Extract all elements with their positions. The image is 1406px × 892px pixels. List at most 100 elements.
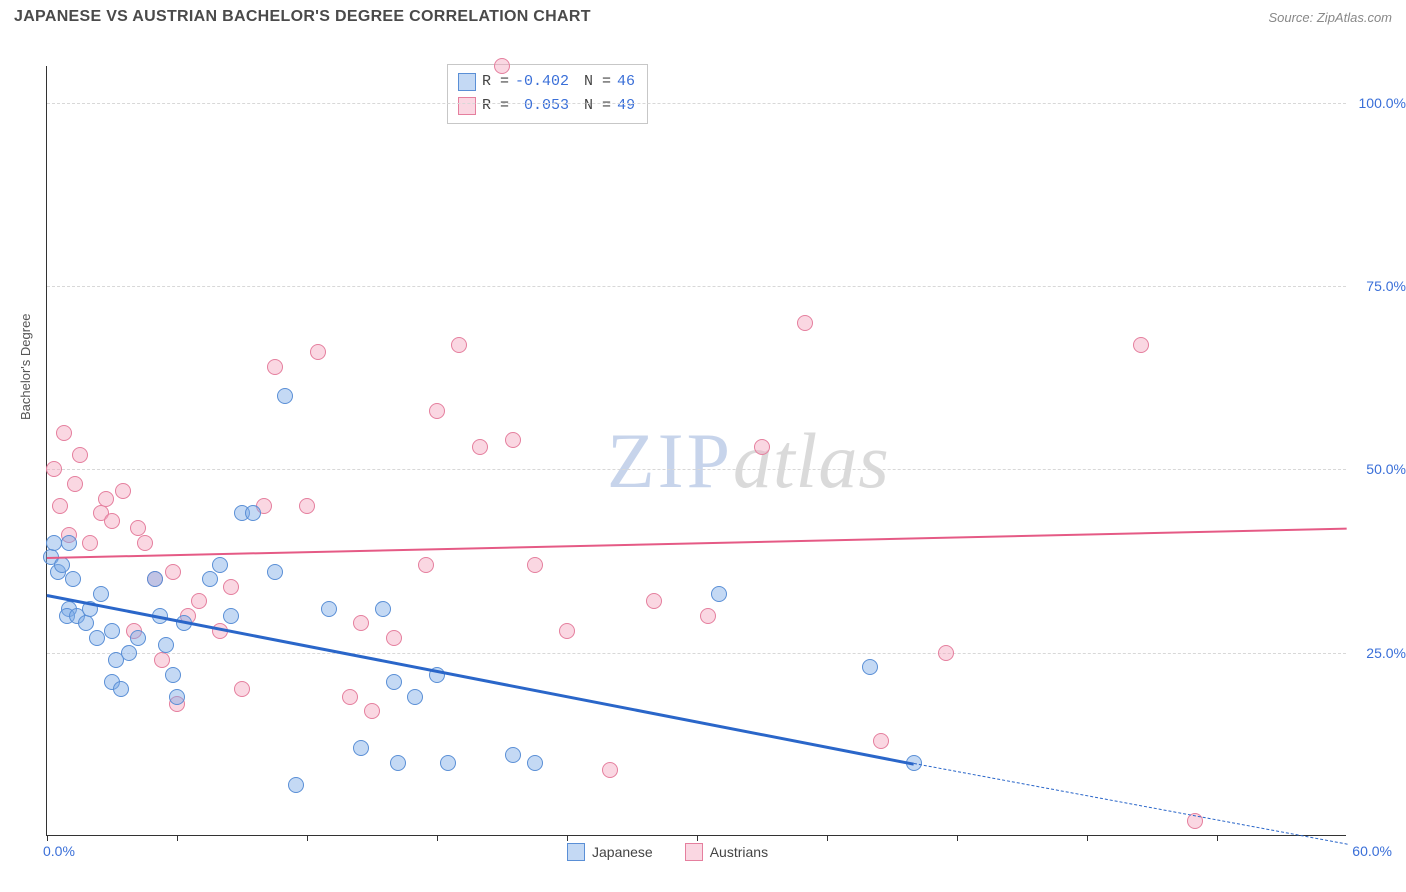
stats-row-japanese: R = -0.402 N = 46 <box>458 70 635 94</box>
x-tick <box>177 835 178 841</box>
chart-source: Source: ZipAtlas.com <box>1268 10 1392 25</box>
legend-item-japanese: Japanese <box>567 843 653 861</box>
point-japanese <box>353 740 369 756</box>
watermark-zip: ZIP <box>607 417 733 504</box>
point-austrians <box>700 608 716 624</box>
point-austrians <box>267 359 283 375</box>
stats-row-austrians: R = 0.053 N = 49 <box>458 94 635 118</box>
point-austrians <box>72 447 88 463</box>
point-austrians <box>938 645 954 661</box>
stats-n-label: N = <box>575 94 611 118</box>
point-japanese <box>158 637 174 653</box>
point-japanese <box>165 667 181 683</box>
point-austrians <box>82 535 98 551</box>
y-axis-label: Bachelor's Degree <box>18 313 33 420</box>
x-axis-origin-label: 0.0% <box>43 843 75 859</box>
point-japanese <box>440 755 456 771</box>
point-austrians <box>527 557 543 573</box>
point-japanese <box>46 535 62 551</box>
point-austrians <box>56 425 72 441</box>
stats-r-value-austrians: 0.053 <box>515 94 569 118</box>
point-austrians <box>310 344 326 360</box>
stats-r-label: R = <box>482 94 509 118</box>
point-japanese <box>245 505 261 521</box>
point-japanese <box>121 645 137 661</box>
point-japanese <box>288 777 304 793</box>
x-tick <box>567 835 568 841</box>
gridline-h <box>47 103 1346 104</box>
scatter-chart: ZIPatlas R = -0.402 N = 46 R = 0.053 N =… <box>46 66 1346 836</box>
point-austrians <box>353 615 369 631</box>
point-austrians <box>873 733 889 749</box>
watermark: ZIPatlas <box>607 416 890 506</box>
legend-item-austrians: Austrians <box>685 843 768 861</box>
point-japanese <box>407 689 423 705</box>
point-japanese <box>93 586 109 602</box>
stats-n-value-austrians: 49 <box>617 94 635 118</box>
y-tick-label: 25.0% <box>1366 645 1406 661</box>
point-austrians <box>646 593 662 609</box>
point-austrians <box>797 315 813 331</box>
point-austrians <box>754 439 770 455</box>
point-austrians <box>234 681 250 697</box>
trendline-austrians <box>47 528 1347 559</box>
point-austrians <box>191 593 207 609</box>
swatch-japanese <box>458 73 476 91</box>
x-tick <box>957 835 958 841</box>
point-austrians <box>364 703 380 719</box>
point-austrians <box>1133 337 1149 353</box>
point-japanese <box>61 535 77 551</box>
point-japanese <box>212 557 228 573</box>
point-japanese <box>89 630 105 646</box>
legend-label-austrians: Austrians <box>710 844 768 860</box>
x-tick <box>437 835 438 841</box>
point-austrians <box>505 432 521 448</box>
point-japanese <box>169 689 185 705</box>
point-austrians <box>115 483 131 499</box>
point-japanese <box>65 571 81 587</box>
point-austrians <box>137 535 153 551</box>
y-tick-label: 100.0% <box>1359 95 1406 111</box>
bottom-legend: Japanese Austrians <box>567 843 768 861</box>
stats-n-value-japanese: 46 <box>617 70 635 94</box>
point-japanese <box>147 571 163 587</box>
point-japanese <box>375 601 391 617</box>
point-japanese <box>505 747 521 763</box>
point-austrians <box>494 58 510 74</box>
point-japanese <box>113 681 129 697</box>
point-japanese <box>78 615 94 631</box>
point-japanese <box>130 630 146 646</box>
stats-r-label: R = <box>482 70 509 94</box>
point-japanese <box>386 674 402 690</box>
point-japanese <box>862 659 878 675</box>
y-tick-label: 50.0% <box>1366 461 1406 477</box>
point-austrians <box>451 337 467 353</box>
point-austrians <box>223 579 239 595</box>
point-japanese <box>104 623 120 639</box>
point-austrians <box>299 498 315 514</box>
chart-title: JAPANESE VS AUSTRIAN BACHELOR'S DEGREE C… <box>14 8 591 26</box>
point-japanese <box>390 755 406 771</box>
legend-swatch-japanese <box>567 843 585 861</box>
point-austrians <box>342 689 358 705</box>
point-austrians <box>52 498 68 514</box>
x-tick <box>307 835 308 841</box>
gridline-h <box>47 286 1346 287</box>
trendline-japanese-dash <box>914 763 1348 845</box>
watermark-atlas: atlas <box>733 417 890 504</box>
point-japanese <box>267 564 283 580</box>
point-austrians <box>559 623 575 639</box>
point-austrians <box>602 762 618 778</box>
point-austrians <box>429 403 445 419</box>
y-tick-label: 75.0% <box>1366 278 1406 294</box>
stats-r-value-japanese: -0.402 <box>515 70 569 94</box>
point-austrians <box>104 513 120 529</box>
point-japanese <box>711 586 727 602</box>
point-austrians <box>67 476 83 492</box>
point-austrians <box>46 461 62 477</box>
point-japanese <box>223 608 239 624</box>
x-tick <box>1087 835 1088 841</box>
gridline-h <box>47 653 1346 654</box>
point-austrians <box>472 439 488 455</box>
point-austrians <box>386 630 402 646</box>
